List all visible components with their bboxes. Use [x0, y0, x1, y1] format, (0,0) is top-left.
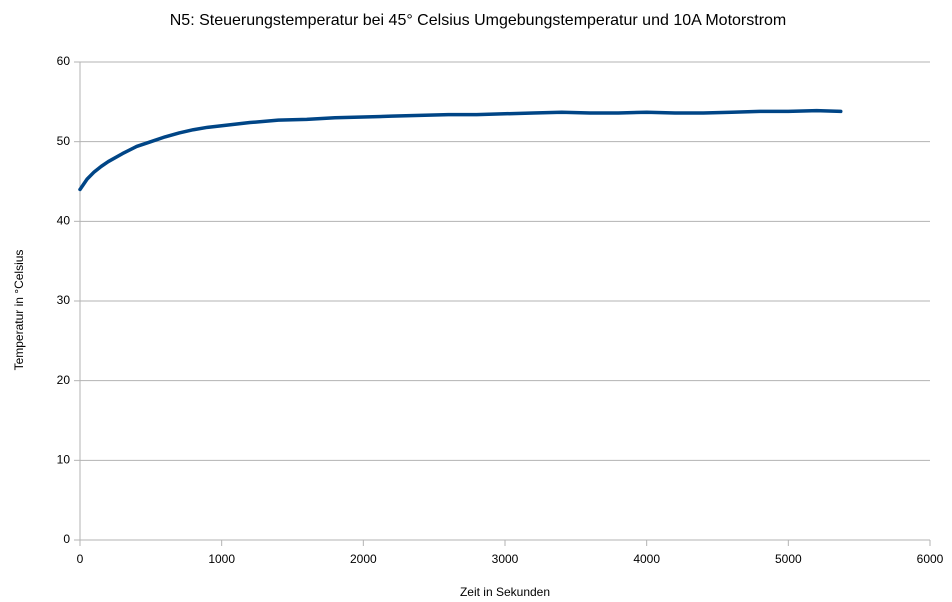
x-tick-label: 0 [77, 552, 84, 566]
y-tick-label: 0 [63, 532, 70, 546]
y-tick-label: 50 [57, 134, 71, 148]
y-tick-label: 40 [57, 214, 71, 228]
x-tick-label: 5000 [775, 552, 802, 566]
x-tick-label: 1000 [208, 552, 235, 566]
x-tick-label: 2000 [350, 552, 377, 566]
x-tick-label: 6000 [917, 552, 944, 566]
data-line [78, 108, 843, 192]
y-tick-label: 10 [57, 453, 71, 467]
y-tick-label: 20 [57, 373, 71, 387]
x-axis-label: Zeit in Sekunden [460, 585, 550, 599]
y-tick-label: 30 [57, 293, 71, 307]
x-tick-label: 3000 [492, 552, 519, 566]
x-tick-label: 4000 [633, 552, 660, 566]
y-axis-label: Temperatur in °Celsius [12, 250, 26, 371]
chart-title: N5: Steuerungstemperatur bei 45° Celsius… [170, 12, 787, 29]
y-tick-label: 60 [57, 54, 71, 68]
